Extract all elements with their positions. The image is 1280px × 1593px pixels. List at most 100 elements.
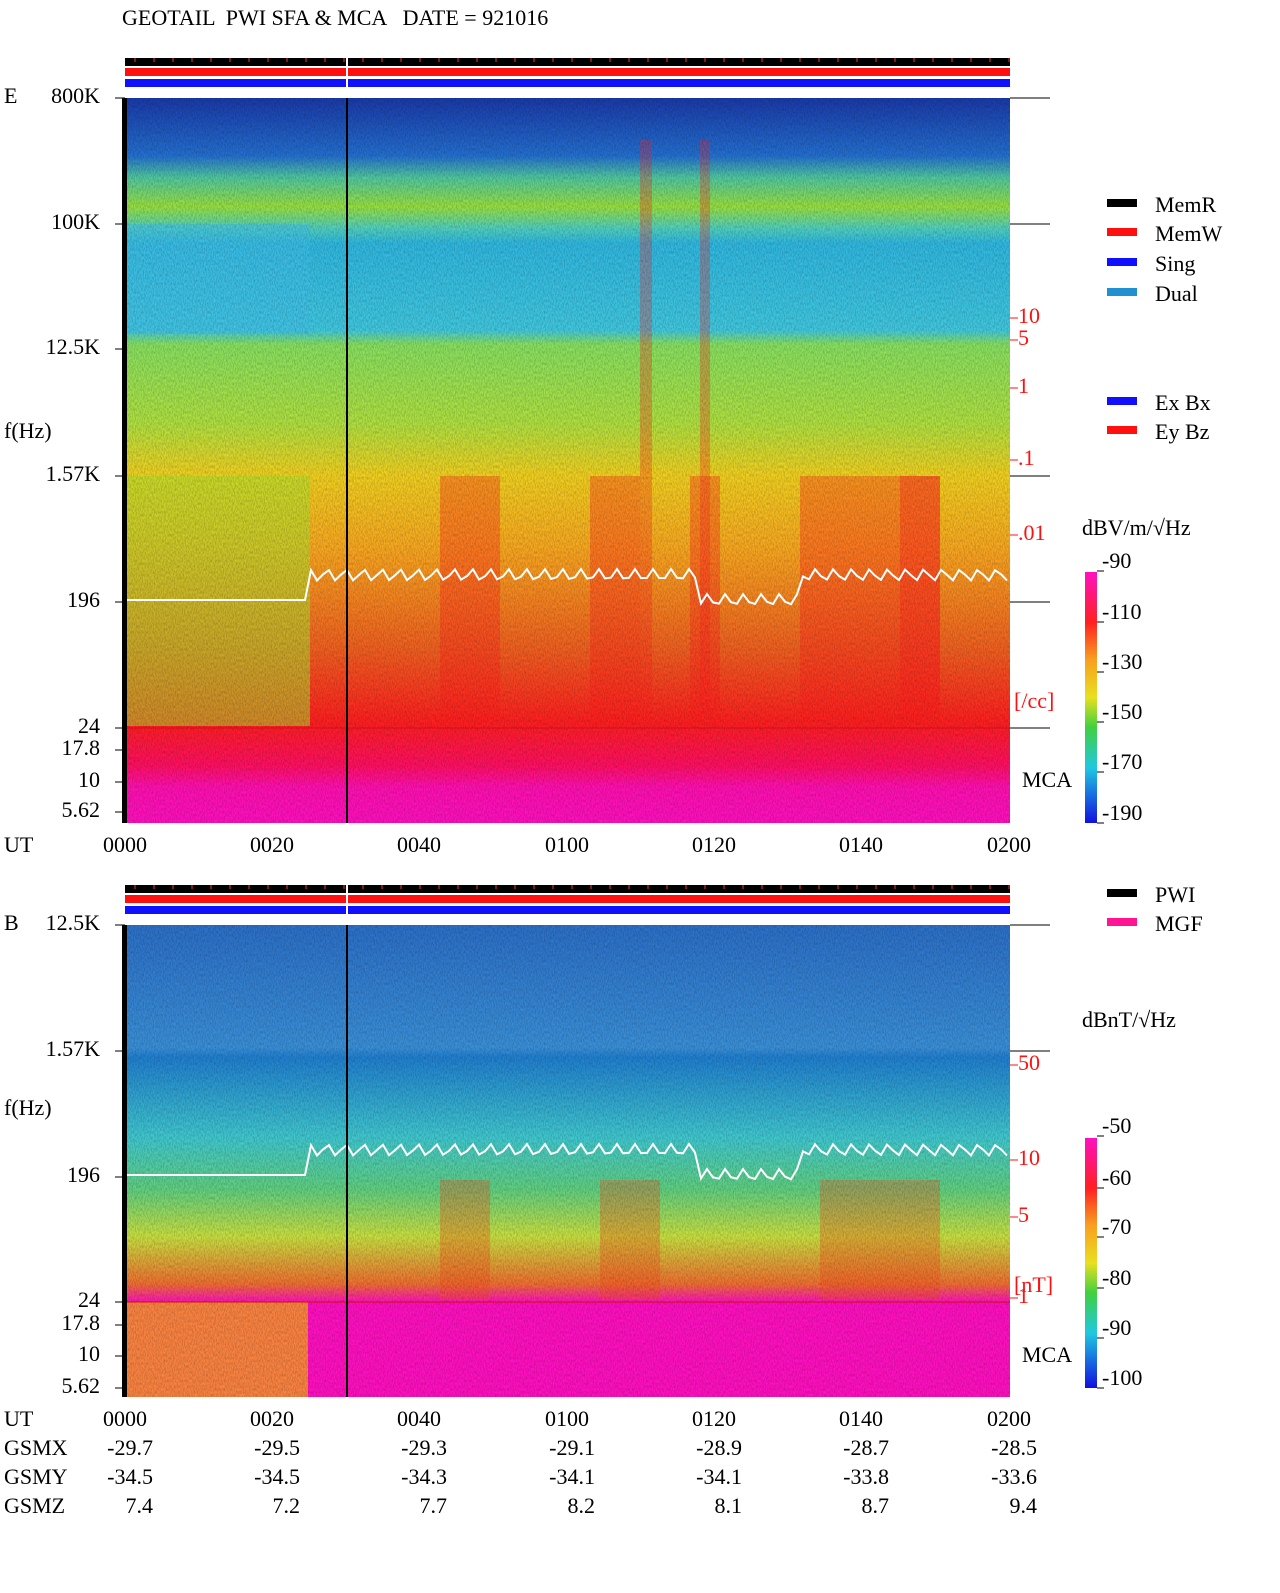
legend-swatch: [1107, 288, 1137, 296]
orbit-value: 8.7: [862, 1493, 890, 1518]
colorbar-tick-label: -90: [1102, 548, 1131, 573]
colorbar-tick-label: -90: [1102, 1315, 1131, 1340]
mode-bar: [125, 68, 1010, 76]
colorbar-tick-label: -110: [1102, 599, 1142, 624]
legend-label: Dual: [1155, 281, 1198, 306]
orbit-value: -34.1: [549, 1464, 595, 1489]
freq-tick-label: 17.8: [62, 1310, 101, 1335]
legend-label: PWI: [1155, 882, 1195, 907]
freq-tick-label: 10: [78, 767, 100, 792]
orbit-value: -34.3: [401, 1464, 447, 1489]
unit-label: [nT]: [1014, 1272, 1053, 1297]
legend-swatch: [1107, 258, 1137, 266]
panel-label: E: [4, 83, 17, 108]
freq-tick-label: 1.57K: [46, 1036, 101, 1061]
legend-label: MGF: [1155, 911, 1203, 936]
legend-label: Ex Bx: [1155, 390, 1211, 415]
orbit-value: -28.7: [843, 1435, 889, 1460]
orbit-value: 8.2: [568, 1493, 596, 1518]
legend-label: Ey Bz: [1155, 419, 1210, 444]
colorbar-title: dBV/m/√Hz: [1082, 515, 1191, 540]
freq-tick-label: 100K: [51, 209, 100, 234]
colorbar-tick-label: -190: [1102, 800, 1142, 825]
orbit-value: 7.7: [420, 1493, 448, 1518]
time-tick-label: 0100: [545, 832, 589, 857]
legend-label: MemR: [1155, 192, 1216, 217]
mode-bar: [125, 895, 1010, 903]
colorbar-tick-label: -60: [1102, 1165, 1131, 1190]
legend-swatch: [1107, 889, 1137, 897]
freq-tick-label: 5.62: [62, 797, 101, 822]
time-tick-label: 0100: [545, 1406, 589, 1431]
legend-swatch: [1107, 426, 1137, 434]
time-tick-label: 0140: [839, 832, 883, 857]
scale-label: 1: [1018, 1283, 1029, 1308]
freq-tick-label: 12.5K: [46, 910, 101, 935]
freq-axis-label: f(Hz): [4, 418, 52, 443]
colorbar-tick-label: -70: [1102, 1214, 1131, 1239]
colorbar-tick-label: -170: [1102, 749, 1142, 774]
orbit-value: 8.1: [715, 1493, 743, 1518]
time-tick-label: 0000: [103, 1406, 147, 1431]
unit-label: [/cc]: [1014, 688, 1054, 713]
title: GEOTAIL PWI SFA & MCA DATE = 921016: [122, 5, 548, 30]
scale-label: 10: [1018, 1145, 1040, 1170]
time-tick-label: 0020: [250, 1406, 294, 1431]
texture: [125, 925, 1010, 1397]
time-tick-label: 0140: [839, 1406, 883, 1431]
time-tick-label: 0000: [103, 832, 147, 857]
panel-label: B: [4, 910, 19, 935]
scale-label: 10: [1018, 303, 1040, 328]
mode-bar: [125, 79, 1010, 87]
legend-swatch: [1107, 918, 1137, 926]
orbit-value: 9.4: [1010, 1493, 1038, 1518]
orbit-value: -29.5: [254, 1435, 300, 1460]
orbit-value: -29.1: [549, 1435, 595, 1460]
freq-tick-label: 10: [78, 1341, 100, 1366]
orbit-value: 7.4: [126, 1493, 154, 1518]
orbit-label: GSMX: [4, 1435, 68, 1460]
colorbar-title: dBnT/√Hz: [1082, 1007, 1176, 1032]
time-tick-label: 0040: [397, 832, 441, 857]
time-tick-label: 0200: [987, 1406, 1031, 1431]
colorbar-tick-label: -100: [1102, 1365, 1142, 1390]
freq-tick-label: 12.5K: [46, 334, 101, 359]
orbit-value: -29.3: [401, 1435, 447, 1460]
scale-label: 5: [1018, 1202, 1029, 1227]
freq-tick-label: 1.57K: [46, 461, 101, 486]
legend-label: MemW: [1155, 221, 1222, 246]
time-tick-label: 0120: [692, 1406, 736, 1431]
orbit-value: -34.1: [696, 1464, 742, 1489]
scale-label: 5: [1018, 325, 1029, 350]
time-tick-label: 0040: [397, 1406, 441, 1431]
legend-swatch: [1107, 199, 1137, 207]
colorbar: [1085, 1138, 1097, 1388]
orbit-value: 7.2: [273, 1493, 301, 1518]
freq-tick-label: 5.62: [62, 1373, 101, 1398]
mode-bar: [125, 58, 1010, 66]
orbit-value: -29.7: [107, 1435, 153, 1460]
scale-label: 1: [1018, 373, 1029, 398]
orbit-label: GSMZ: [4, 1493, 65, 1518]
colorbar-tick-label: -80: [1102, 1265, 1131, 1290]
orbit-value: -28.5: [991, 1435, 1037, 1460]
time-tick-label: 0200: [987, 832, 1031, 857]
freq-tick-label: 24: [78, 1287, 100, 1312]
time-tick-label: 0020: [250, 832, 294, 857]
colorbar-tick-label: -50: [1102, 1113, 1131, 1138]
mca-label: MCA: [1022, 1342, 1072, 1367]
freq-tick-label: 24: [78, 713, 100, 738]
scale-label: .1: [1018, 445, 1035, 470]
freq-axis-label: f(Hz): [4, 1095, 52, 1120]
texture: [125, 98, 1010, 823]
legend-label: Sing: [1155, 251, 1195, 276]
colorbar-tick-label: -130: [1102, 649, 1142, 674]
left-edge: [122, 925, 127, 1397]
orbit-value: -34.5: [254, 1464, 300, 1489]
time-axis-label: UT: [4, 832, 34, 857]
scale-label: 50: [1018, 1050, 1040, 1075]
left-edge: [122, 98, 127, 823]
time-axis-label: UT: [4, 1406, 34, 1431]
plasma-line: [125, 567, 1008, 606]
